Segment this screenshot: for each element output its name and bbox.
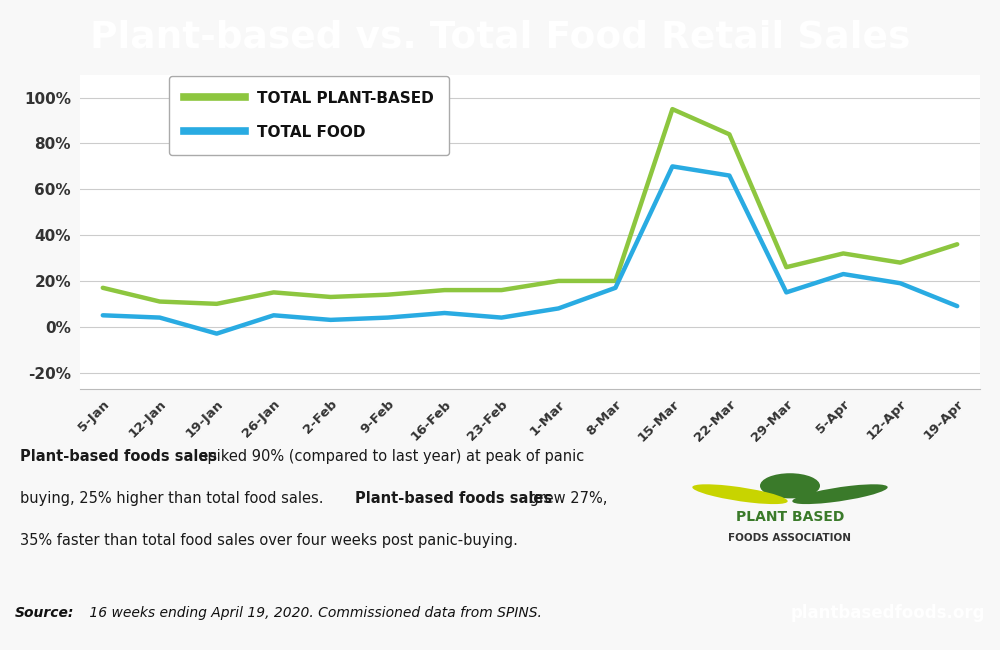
Ellipse shape: [792, 484, 888, 504]
Ellipse shape: [692, 484, 788, 504]
Text: buying, 25% higher than total food sales.: buying, 25% higher than total food sales…: [20, 491, 328, 506]
Text: PLANT BASED: PLANT BASED: [736, 510, 844, 523]
Text: FOODS ASSOCIATION: FOODS ASSOCIATION: [728, 533, 852, 543]
Text: 35% faster than total food sales over four weeks post panic-buying.: 35% faster than total food sales over fo…: [20, 533, 518, 549]
Text: Plant-based vs. Total Food Retail Sales: Plant-based vs. Total Food Retail Sales: [90, 20, 910, 55]
Text: plantbasedfoods.org: plantbasedfoods.org: [790, 604, 985, 621]
Text: 16 weeks ending April 19, 2020. Commissioned data from SPINS.: 16 weeks ending April 19, 2020. Commissi…: [85, 606, 542, 619]
Text: Source:: Source:: [15, 606, 74, 619]
Text: Plant-based foods sales: Plant-based foods sales: [20, 450, 217, 465]
Ellipse shape: [760, 473, 820, 499]
Legend: TOTAL PLANT-BASED, TOTAL FOOD: TOTAL PLANT-BASED, TOTAL FOOD: [169, 76, 449, 155]
Text: Plant-based foods sales: Plant-based foods sales: [355, 491, 552, 506]
Text: grew 27%,: grew 27%,: [525, 491, 607, 506]
Text: spiked 90% (compared to last year) at peak of panic: spiked 90% (compared to last year) at pe…: [195, 450, 584, 465]
